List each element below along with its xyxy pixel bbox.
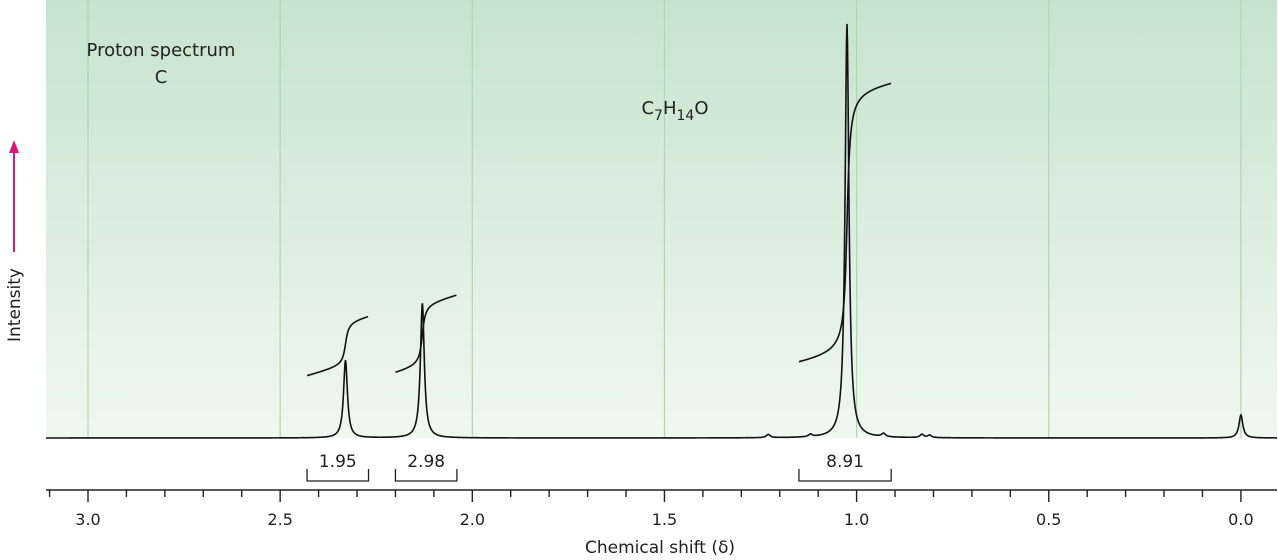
x-tick-label: 1.0 [844, 510, 869, 529]
x-axis-ticks: 3.0 2.5 2.0 1.5 1.0 0.5 0.0 [48, 490, 1254, 529]
chart-title-line1: Proton spectrum [87, 40, 236, 61]
x-tick-label: 0.5 [1036, 510, 1061, 529]
x-tick-label: 2.5 [267, 510, 292, 529]
integration-bracket [306, 469, 370, 482]
x-tick-label: 3.0 [75, 510, 100, 529]
integral-curve [798, 82, 892, 363]
plot-background [46, 0, 1277, 490]
gridlines [87, 0, 1242, 438]
spectrum-line [46, 23, 1277, 439]
integral-curve [395, 294, 457, 374]
integration-bracket [798, 469, 892, 482]
y-axis-title: Intensity [5, 268, 25, 342]
integral-curves [306, 82, 892, 377]
integral-curve [306, 315, 369, 377]
integration-value: 8.91 [826, 452, 864, 472]
x-tick-label: 1.5 [652, 510, 677, 529]
integration-band [46, 438, 1277, 490]
integration-value: 1.95 [319, 452, 357, 472]
integration-brackets: 1.95 2.98 8.91 [306, 452, 892, 482]
x-tick-label: 2.0 [460, 510, 485, 529]
x-axis-title: Chemical shift (δ) [585, 538, 735, 558]
molecular-formula: C7H14O [641, 98, 708, 124]
chart-title-line2: C [155, 67, 168, 88]
intensity-arrow-icon [9, 140, 19, 252]
x-tick-label: 0.0 [1228, 510, 1253, 529]
integration-bracket [394, 469, 458, 482]
integration-value: 2.98 [407, 452, 445, 472]
